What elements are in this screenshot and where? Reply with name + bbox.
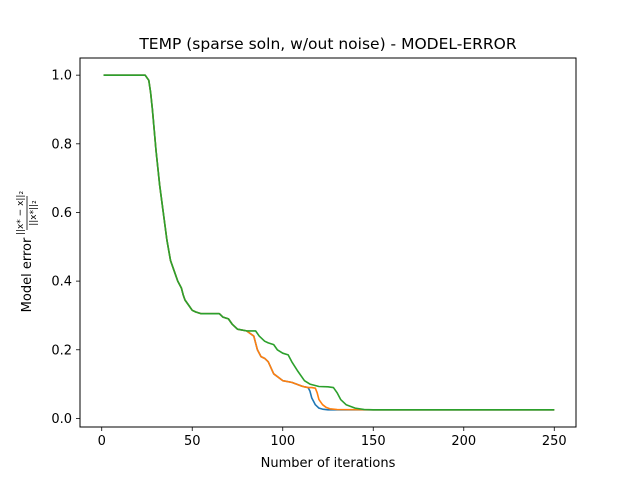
y-tick-label: 1.0 [51, 69, 72, 84]
series-line-3 [103, 74, 555, 411]
x-tick-label: 0 [98, 434, 106, 449]
y-axis-label-text: Model error [20, 237, 35, 312]
x-axis-ticks: 0 50 100 150 200 250 [98, 427, 567, 449]
y-axis-ticks: 0.0 0.2 0.4 0.6 0.8 1.0 [51, 69, 80, 427]
chart-title: TEMP (sparse soln, w/out noise) - MODEL-… [138, 35, 517, 53]
y-tick-label: 0.8 [51, 137, 72, 152]
y-tick-label: 0.4 [51, 275, 72, 290]
y-tick-label: 0.0 [51, 412, 72, 427]
x-tick-label: 150 [361, 434, 386, 449]
y-axis-label: Model error ||x* − x||₂ ||x*||₂ [16, 191, 39, 313]
x-tick-label: 100 [270, 434, 295, 449]
y-axis-label-denominator: ||x*||₂ [29, 200, 39, 226]
y-tick-label: 0.2 [51, 343, 72, 358]
x-axis-label: Number of iterations [261, 456, 396, 471]
axes-frame [79, 57, 577, 428]
y-axis-label-numerator: ||x* − x||₂ [16, 191, 26, 236]
x-tick-label: 200 [451, 434, 476, 449]
x-tick-label: 250 [542, 434, 567, 449]
x-tick-label: 50 [184, 434, 201, 449]
plot-area [103, 74, 555, 411]
y-tick-label: 0.6 [51, 206, 72, 221]
